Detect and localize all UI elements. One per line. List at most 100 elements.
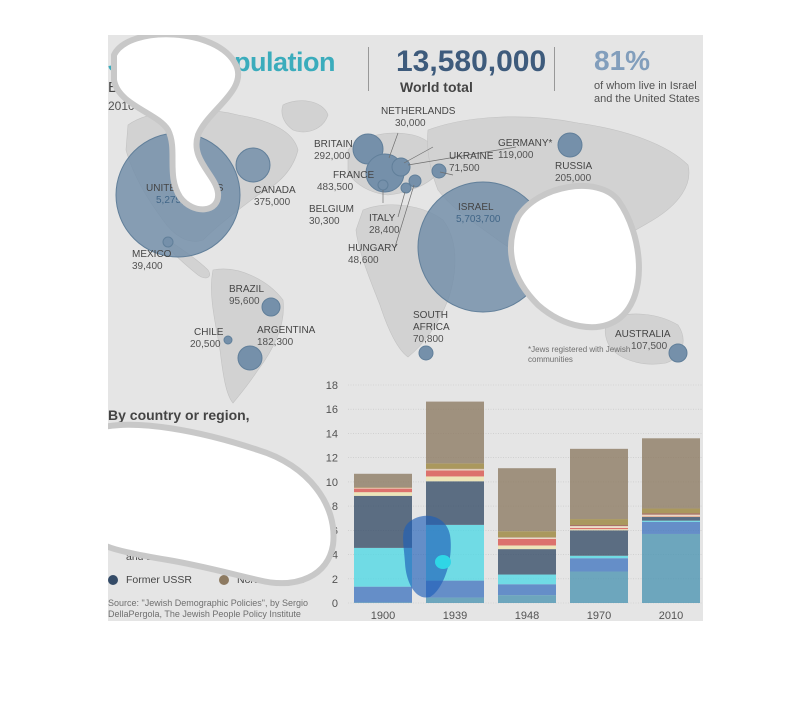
bar-segment-1948-2	[498, 574, 556, 585]
bar-segment-2010-5	[642, 515, 700, 517]
bubble-australia	[668, 343, 688, 363]
bar-segment-1939-4	[426, 476, 484, 482]
country-label-israel: ISRAEL 5,703,700	[456, 202, 501, 225]
country-label-mexico: MEXICO 39,400	[132, 249, 172, 272]
bar-segment-1970-7	[570, 525, 628, 527]
y-tick-label: 0	[332, 598, 338, 610]
chart-bars	[354, 401, 700, 603]
bar-segment-1939-8	[426, 463, 484, 469]
bar-segment-1900-1	[354, 586, 412, 603]
bar-segment-2010-0	[642, 533, 700, 603]
bar-segment-1948-6	[498, 537, 556, 539]
country-label-france: FRANCE 483,500	[317, 170, 375, 193]
bubble-south-africa	[418, 345, 434, 361]
y-tick-label: 4	[332, 550, 338, 562]
country-label-south-africa: SOUTH AFRICA 70,800	[413, 310, 450, 345]
share-label: of whom live in Israel and the United St…	[594, 80, 700, 105]
bar-segment-2010-9	[642, 438, 700, 509]
world-total-label: World total	[400, 79, 473, 95]
country-label-hungary: HUNGARY 48,600	[348, 243, 398, 266]
y-tick-label: 8	[332, 501, 338, 513]
bar-segment-1939-9	[426, 401, 484, 464]
country-label-netherlands: NETHERLANDS 30,000	[381, 106, 456, 129]
header-divider	[554, 47, 555, 91]
bar-segment-1900-2	[354, 547, 412, 587]
country-label-britain: BRITAIN 292,000	[314, 139, 353, 162]
country-label-brazil: BRAZIL 95,600	[229, 284, 265, 307]
bar-segment-1939-3	[426, 481, 484, 525]
bar-segment-1948-1	[498, 584, 556, 596]
bar-segment-1900-4	[354, 492, 412, 496]
bar-segment-1970-9	[570, 448, 628, 520]
bar-segment-1900-9	[354, 473, 412, 488]
leader-lines	[382, 132, 517, 248]
bar-segment-1970-2	[570, 555, 628, 559]
header-divider	[368, 47, 369, 91]
y-tick-label: 14	[326, 428, 338, 440]
bubble-brazil	[261, 297, 281, 317]
infographic-panel: Jewish population By country 2010 13,580…	[108, 35, 703, 621]
y-axis-labels: 0 2 4 6 8 10 12 14 16 18	[326, 380, 338, 610]
y-tick-label: 10	[326, 477, 338, 489]
share-value: 81%	[594, 45, 651, 76]
bar-segment-1939-2	[426, 524, 484, 581]
bar-segment-1970-4	[570, 529, 628, 531]
bar-segment-2010-7	[642, 513, 700, 515]
y-tick-label: 6	[332, 525, 338, 537]
x-tick-label: 1939	[443, 610, 467, 621]
bubble-hungary	[408, 174, 422, 188]
bubble-chile	[223, 335, 233, 345]
y-tick-label: 12	[326, 453, 338, 465]
x-tick-label: 1900	[371, 610, 395, 621]
greenland-shape	[281, 100, 329, 133]
x-tick-label: 2010	[659, 610, 683, 621]
y-tick-label: 2	[332, 574, 338, 586]
bar-segment-1948-9	[498, 468, 556, 532]
bubble-mexico	[162, 236, 174, 248]
country-label-ukraine: UKRAINE 71,500	[449, 151, 494, 174]
bar-segment-1948-3	[498, 549, 556, 575]
bar-segment-1970-0	[570, 571, 628, 603]
bar-segment-1900-0	[354, 602, 412, 603]
map-footnote: *Jews registered with Jewish communities	[528, 345, 631, 364]
bar-segment-2010-3	[642, 517, 700, 521]
country-label-belgium: BELGIUM 30,300	[309, 204, 355, 227]
stacked-bar-chart: 0 2 4 6 8 10 12 14 16 18 1900 1939 1948 1970 2010	[326, 380, 703, 621]
source-note: Source: "Jewish Demographic Policies", b…	[108, 598, 308, 619]
country-label-italy: ITALY 28,400	[369, 213, 400, 236]
bar-segment-1970-1	[570, 558, 628, 572]
bar-segment-1900-8	[354, 487, 412, 488]
bar-segment-1970-5	[570, 527, 628, 530]
bubble-russia	[557, 132, 583, 158]
y-tick-label: 18	[326, 380, 338, 392]
bar-segment-1939-1	[426, 580, 484, 598]
bar-segment-2010-6	[642, 514, 700, 516]
x-axis-labels: 1900 1939 1948 1970 2010	[371, 610, 683, 621]
country-label-chile: CHILE 20,500	[190, 327, 224, 350]
world-total-value: 13,580,000	[396, 45, 547, 78]
bar-segment-1948-5	[498, 538, 556, 546]
x-tick-label: 1948	[515, 610, 539, 621]
bubble-italy	[400, 182, 412, 194]
bar-segment-1948-8	[498, 531, 556, 538]
bar-segment-1900-5	[354, 488, 412, 493]
bar-segment-1900-6	[354, 487, 412, 489]
bar-segment-1939-6	[426, 469, 484, 471]
bubble-argentina	[237, 345, 263, 371]
bar-segment-1970-6	[570, 526, 628, 528]
country-label-canada: CANADA 375,000	[254, 185, 296, 208]
bar-segment-1970-3	[570, 530, 628, 556]
bar-segment-2010-8	[642, 508, 700, 514]
bar-segment-1948-4	[498, 545, 556, 550]
country-label-russia: RUSSIA 205,000	[555, 161, 593, 184]
bar-segment-1948-0	[498, 595, 556, 603]
bar-segment-1939-5	[426, 470, 484, 477]
bar-segment-1939-0	[426, 597, 484, 603]
y-tick-label: 16	[326, 404, 338, 416]
x-tick-label: 1970	[587, 610, 611, 621]
bubble-ukraine	[431, 163, 447, 179]
bar-segment-2010-2	[642, 520, 700, 522]
country-label-germany: GERMANY* 119,000	[498, 138, 553, 161]
bar-segment-1970-8	[570, 519, 628, 526]
bar-segment-1900-3	[354, 495, 412, 548]
